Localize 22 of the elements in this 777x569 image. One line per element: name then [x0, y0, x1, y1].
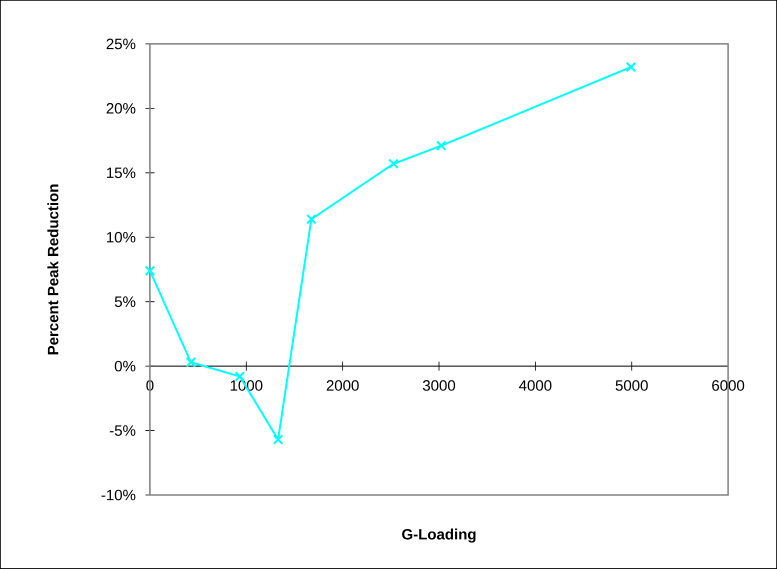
x-tick-label: 6000	[712, 380, 744, 391]
point	[306, 214, 317, 224]
y-tick-label: -5%	[110, 425, 136, 436]
x-tick-label: 5000	[616, 380, 648, 391]
point	[186, 357, 196, 368]
point	[436, 140, 446, 152]
y-axis-title: Percent Peak Reduction	[47, 184, 58, 354]
x-tick-label: 2000	[326, 380, 359, 391]
point	[144, 266, 156, 276]
point	[626, 62, 636, 72]
point	[272, 434, 284, 445]
y-tick-label: -10%	[102, 490, 136, 500]
y-tick-label: 0%	[114, 360, 136, 372]
y-tick-label: 15%	[107, 168, 136, 178]
y-tick-label: 25%	[106, 38, 136, 50]
x-tick-label: 4000	[519, 380, 552, 391]
y-tick-label: 10%	[107, 232, 136, 243]
y-tick-label: 20%	[106, 103, 136, 114]
y-tick-label: 5%	[114, 296, 136, 307]
point	[388, 158, 399, 170]
x-axis-title: G-Loading	[402, 528, 476, 543]
x-tick-label: 3000	[422, 380, 456, 391]
